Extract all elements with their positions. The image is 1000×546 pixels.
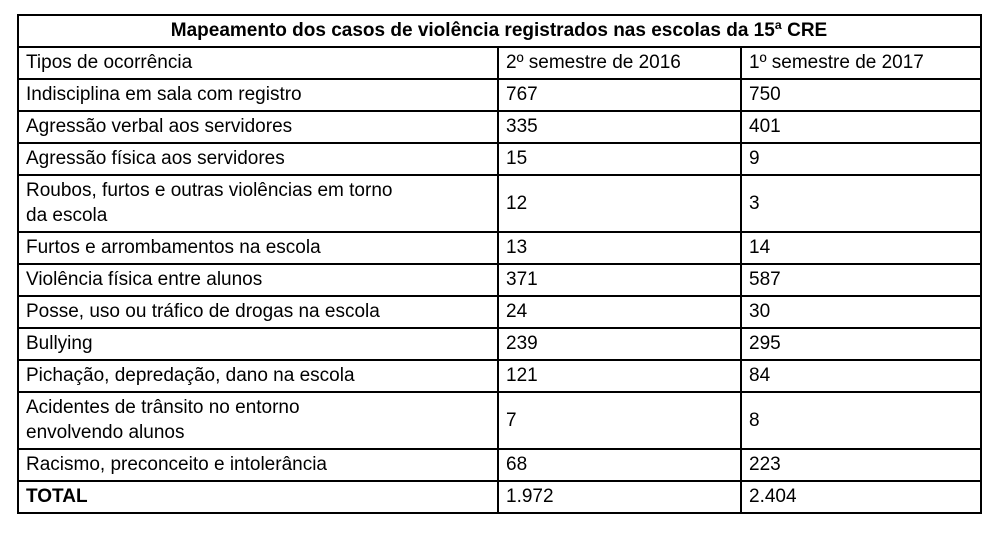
- value-2016: 767: [497, 78, 742, 112]
- table-row: Indisciplina em sala com registro 767 75…: [17, 78, 983, 112]
- value-2016: 121: [497, 359, 742, 393]
- value-2016: 24: [497, 295, 742, 329]
- table-row: Furtos e arrombamentos na escola 13 14: [17, 231, 983, 265]
- table-row: Pichação, depredação, dano na escola 121…: [17, 359, 983, 393]
- value-2016: 15: [497, 142, 742, 176]
- table-row: Posse, uso ou tráfico de drogas na escol…: [17, 295, 983, 329]
- value-2017: 9: [739, 142, 983, 176]
- value-2017: 14: [739, 231, 983, 265]
- total-label: TOTAL: [17, 480, 499, 514]
- table-title: Mapeamento dos casos de violência regist…: [16, 14, 983, 48]
- occurrence-label: Violência física entre alunos: [17, 263, 499, 297]
- table-row: Violência física entre alunos 371 587: [17, 263, 983, 297]
- value-2016: 13: [497, 231, 742, 265]
- occurrence-label: Agressão física aos servidores: [17, 142, 499, 176]
- table-row: Racismo, preconceito e intolerância 68 2…: [17, 448, 983, 482]
- table-row: Agressão verbal aos servidores 335 401: [17, 110, 983, 144]
- violence-cases-table: Mapeamento dos casos de violência regist…: [16, 14, 983, 514]
- occurrence-label: Furtos e arrombamentos na escola: [17, 231, 499, 265]
- value-2017: 223: [739, 448, 983, 482]
- value-2016: 239: [497, 327, 742, 361]
- value-2016: 12: [497, 174, 742, 233]
- value-2017: 587: [739, 263, 983, 297]
- value-2017: 84: [739, 359, 983, 393]
- occurrence-label: Acidentes de trânsito no entorno envolve…: [17, 391, 499, 450]
- value-2017: 401: [739, 110, 983, 144]
- value-2016: 7: [497, 391, 742, 450]
- value-2017: 295: [739, 327, 983, 361]
- value-2017: 3: [739, 174, 983, 233]
- table-title-row: Mapeamento dos casos de violência regist…: [16, 14, 983, 48]
- value-2016: 68: [497, 448, 742, 482]
- occurrence-label: Bullying: [17, 327, 499, 361]
- value-2017: 8: [739, 391, 983, 450]
- table-row: Bullying 239 295: [17, 327, 983, 361]
- occurrence-label: Posse, uso ou tráfico de drogas na escol…: [17, 295, 499, 329]
- occurrence-label: Racismo, preconceito e intolerância: [17, 448, 499, 482]
- column-header-sem2017: 1º semestre de 2017: [739, 46, 983, 80]
- value-2016: 371: [497, 263, 742, 297]
- table-header-row: Tipos de ocorrência 2º semestre de 2016 …: [17, 46, 983, 80]
- table-row: Acidentes de trânsito no entorno envolve…: [17, 391, 983, 450]
- table-total-row: TOTAL 1.972 2.404: [17, 480, 983, 514]
- table-row: Roubos, furtos e outras violências em to…: [17, 174, 983, 233]
- value-2017: 750: [739, 78, 983, 112]
- total-2017: 2.404: [739, 480, 983, 514]
- total-2016: 1.972: [497, 480, 742, 514]
- occurrence-label: Pichação, depredação, dano na escola: [17, 359, 499, 393]
- value-2017: 30: [739, 295, 983, 329]
- value-2016: 335: [497, 110, 742, 144]
- column-header-type: Tipos de ocorrência: [17, 46, 499, 80]
- occurrence-label: Indisciplina em sala com registro: [17, 78, 499, 112]
- occurrence-label: Roubos, furtos e outras violências em to…: [17, 174, 499, 233]
- column-header-sem2016: 2º semestre de 2016: [497, 46, 742, 80]
- occurrence-label: Agressão verbal aos servidores: [17, 110, 499, 144]
- table-row: Agressão física aos servidores 15 9: [17, 142, 983, 176]
